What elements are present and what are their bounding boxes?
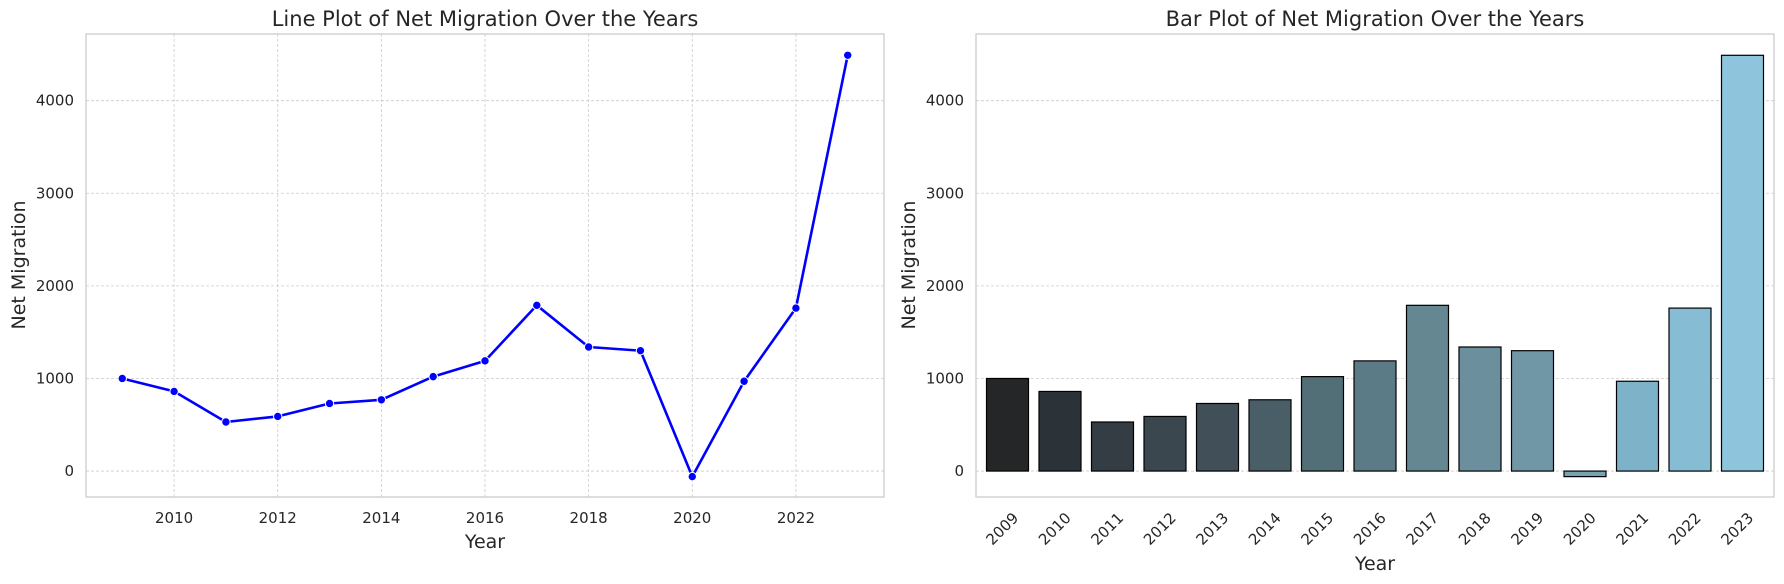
bar-x-tick-label: 2011 <box>1088 509 1128 549</box>
line-x-tick-label: 2014 <box>362 509 400 527</box>
bar-x-tick-label: 2010 <box>1035 509 1075 549</box>
bar-series <box>985 54 1765 478</box>
bar <box>1248 399 1292 472</box>
line-y-tick-label: 3000 <box>36 184 74 202</box>
bar-y-tick-label: 4000 <box>926 92 964 110</box>
line-series <box>117 50 853 482</box>
bar-x-tick-label: 2014 <box>1245 509 1285 549</box>
line-x-tick-label: 2012 <box>259 509 297 527</box>
line-x-tick-label: 2018 <box>570 509 608 527</box>
bar <box>1038 390 1082 472</box>
bar-x-tick-label: 2023 <box>1718 509 1758 549</box>
bar <box>1615 380 1660 472</box>
bar <box>1563 470 1607 478</box>
line-data-point <box>428 371 438 382</box>
bar-y-tick-label: 2000 <box>926 277 964 295</box>
line-data-point <box>791 303 801 313</box>
line-data-point <box>221 417 231 427</box>
bar <box>1458 346 1502 472</box>
bar-chart-title: Bar Plot of Net Migration Over the Years <box>1166 7 1585 31</box>
bar <box>1300 376 1345 472</box>
line-data-point <box>739 376 749 386</box>
bar-x-tick-label: 2018 <box>1455 509 1495 549</box>
bar-plot-area <box>975 33 1775 498</box>
bar-x-tick-label: 2021 <box>1613 509 1653 549</box>
bar-x-tick-label: 2013 <box>1193 509 1233 549</box>
line-x-tick-label: 2022 <box>777 509 815 527</box>
bar <box>1510 350 1555 472</box>
line-data-point <box>169 386 179 397</box>
line-y-ticks: 0 1000 2000 3000 4000 <box>36 92 74 480</box>
bar <box>1090 421 1135 472</box>
line-y-tick-label: 2000 <box>36 277 74 295</box>
line-x-ticks: 2010 2012 2014 2016 2018 2020 2022 <box>155 509 815 527</box>
line-chart-title: Line Plot of Net Migration Over the Year… <box>272 7 699 31</box>
line-data-point <box>117 373 127 384</box>
bar <box>1195 402 1240 472</box>
line-data-point <box>635 345 646 356</box>
line-data-point <box>324 398 335 409</box>
bar <box>1353 360 1397 472</box>
bar <box>1405 304 1450 472</box>
bar-x-ticks: 2009 2010 2011 2012 2013 2014 2015 2016 2017 2018… <box>983 509 1758 549</box>
line-y-tick-label: 1000 <box>36 369 74 387</box>
line-y-tick-label: 4000 <box>36 92 74 110</box>
line-data-point <box>273 411 283 422</box>
bar <box>985 377 1030 472</box>
bar-y-axis-label: Net Migration <box>898 201 920 330</box>
bar-x-tick-label: 2022 <box>1665 509 1705 549</box>
line-data-point <box>376 395 387 405</box>
line-data-point <box>480 356 490 366</box>
bar-x-tick-label: 2017 <box>1403 509 1443 549</box>
line-x-tick-label: 2016 <box>466 509 504 527</box>
bar-x-tick-label: 2012 <box>1140 509 1180 549</box>
bar-x-tick-label: 2019 <box>1508 509 1548 549</box>
bar-x-tick-label: 2020 <box>1560 509 1600 549</box>
line-data-point <box>532 300 542 311</box>
bar-x-tick-label: 2016 <box>1350 509 1390 549</box>
bar <box>1720 54 1765 472</box>
bar-x-tick-label: 2015 <box>1298 509 1338 549</box>
line-data-point <box>583 342 594 352</box>
line-x-tick-label: 2010 <box>155 509 193 527</box>
bar-x-axis-label: Year <box>1354 553 1395 575</box>
line-y-tick-label: 0 <box>64 462 74 480</box>
line-data-point <box>687 471 697 482</box>
bar-y-tick-label: 1000 <box>926 369 964 387</box>
line-x-tick-label: 2020 <box>673 509 711 527</box>
bar-x-tick-label: 2009 <box>983 509 1023 549</box>
line-data-point <box>843 50 853 60</box>
bar <box>1668 307 1712 472</box>
bar-y-ticks: 0 1000 2000 3000 4000 <box>926 92 964 480</box>
line-y-axis-label: Net Migration <box>8 201 30 330</box>
line-x-axis-label: Year <box>464 531 505 553</box>
bar <box>1143 415 1187 472</box>
line-gridlines <box>86 34 884 497</box>
bar-y-tick-label: 3000 <box>926 184 964 202</box>
bar-y-tick-label: 0 <box>954 462 964 480</box>
